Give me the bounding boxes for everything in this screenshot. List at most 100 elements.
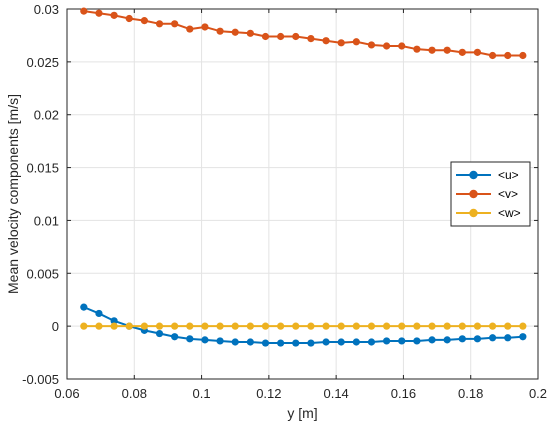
data-point-w <box>171 322 179 330</box>
data-point-v <box>428 46 436 54</box>
x-tick-label: 0.2 <box>529 386 547 401</box>
data-point-w <box>443 322 451 330</box>
legend-label-w: <w> <box>498 206 521 220</box>
y-tick-label: -0.005 <box>22 372 59 387</box>
data-point-u <box>504 334 512 342</box>
data-point-w <box>125 322 133 330</box>
y-tick-label: 0.015 <box>26 161 59 176</box>
data-point-u <box>367 338 376 346</box>
data-point-u <box>488 334 497 342</box>
data-point-v <box>140 17 148 25</box>
data-point-v <box>519 51 527 60</box>
legend-marker-w <box>469 208 478 218</box>
data-point-v <box>277 32 285 41</box>
data-point-w <box>277 322 285 330</box>
data-point-u <box>246 338 254 346</box>
legend-marker-u <box>469 170 478 180</box>
legend-marker-v <box>469 189 478 199</box>
series-v <box>80 7 527 60</box>
legend-item-w: <w> <box>456 206 521 220</box>
x-tick-label: 0.1 <box>193 386 211 401</box>
data-point-w <box>367 322 376 330</box>
data-point-u <box>383 337 391 345</box>
x-tick-label: 0.12 <box>256 386 281 401</box>
data-point-v <box>504 51 512 60</box>
data-point-w <box>337 322 345 330</box>
x-axis-label: y [m] <box>287 405 317 421</box>
y-tick-label: 0 <box>52 319 59 334</box>
data-point-w <box>398 322 406 330</box>
data-point-v <box>398 42 406 50</box>
data-point-u <box>519 333 527 341</box>
x-tick-label: 0.16 <box>391 386 416 401</box>
data-point-w <box>504 322 512 330</box>
data-point-w <box>155 322 164 330</box>
data-point-w <box>413 322 421 330</box>
data-point-u <box>473 335 482 343</box>
series-u <box>80 303 527 347</box>
legend-label-v: <v> <box>498 187 518 201</box>
plot-area-frame <box>66 8 539 380</box>
data-point-w <box>110 322 118 330</box>
data-point-w <box>473 322 482 330</box>
data-point-u <box>292 339 300 347</box>
data-point-w <box>80 322 88 330</box>
data-point-v <box>155 20 164 28</box>
data-point-u <box>186 335 194 343</box>
data-point-u <box>443 336 451 344</box>
data-point-v <box>443 46 451 54</box>
series-group <box>80 7 527 347</box>
y-tick-label: 0.025 <box>26 55 59 70</box>
x-tick-label: 0.08 <box>122 386 147 401</box>
data-point-w <box>488 322 497 330</box>
data-point-w <box>352 322 360 330</box>
data-point-u <box>231 338 239 346</box>
data-point-v <box>473 48 482 56</box>
data-point-u <box>307 339 315 347</box>
data-point-v <box>246 29 254 37</box>
data-point-v <box>171 20 179 28</box>
axis-ticks: 0.06 0.08 0.1 0.12 0.14 0.16 0.18 0.2 -0.005 0 0.0… <box>22 2 547 401</box>
legend-item-v: <v> <box>456 187 518 201</box>
data-point-w <box>140 322 148 330</box>
data-point-u <box>337 338 345 346</box>
y-tick-label: 0.01 <box>34 213 59 228</box>
data-point-u <box>428 336 436 344</box>
data-point-w <box>428 322 436 330</box>
data-point-w <box>458 322 466 330</box>
data-point-v <box>307 35 315 43</box>
legend: <u> <v> <w> <box>450 161 531 227</box>
y-tick-label: 0.005 <box>26 266 59 281</box>
data-point-v <box>216 27 224 35</box>
x-tick-label: 0.06 <box>54 386 79 401</box>
data-point-v <box>413 45 421 53</box>
data-point-v <box>110 11 118 19</box>
data-point-u <box>80 303 88 311</box>
data-point-w <box>95 322 103 330</box>
data-point-v <box>201 23 209 31</box>
data-point-w <box>201 322 209 330</box>
data-point-u <box>171 333 179 341</box>
data-point-v <box>80 7 88 15</box>
data-point-w <box>216 322 224 330</box>
legend-label-u: <u> <box>498 168 519 182</box>
data-point-v <box>367 41 376 49</box>
data-point-u <box>110 317 118 325</box>
data-point-v <box>458 48 466 56</box>
data-point-v <box>383 42 391 50</box>
data-point-v <box>186 25 194 33</box>
data-point-v <box>322 37 330 45</box>
data-point-u <box>201 336 209 344</box>
data-point-u <box>458 335 466 343</box>
data-point-u <box>413 337 421 345</box>
x-tick-label: 0.18 <box>458 386 483 401</box>
data-point-u <box>322 338 330 346</box>
data-point-w <box>261 322 270 330</box>
data-point-w <box>246 322 254 330</box>
data-point-w <box>519 322 527 330</box>
data-point-w <box>231 322 239 330</box>
data-point-u <box>277 339 285 347</box>
x-tick-label: 0.14 <box>323 386 348 401</box>
data-point-u <box>95 309 103 318</box>
data-point-v <box>488 51 497 60</box>
